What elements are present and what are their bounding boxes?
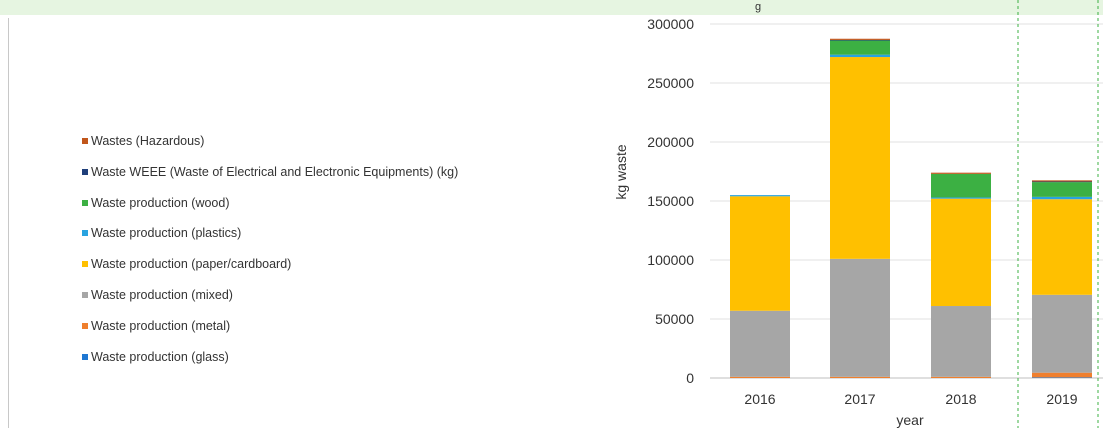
legend-swatch xyxy=(82,322,88,329)
bar-segment xyxy=(830,57,890,259)
legend-label: Waste production (mixed) xyxy=(91,288,233,302)
bar-segment xyxy=(1032,372,1092,378)
legend-item: Waste production (paper/cardboard) xyxy=(82,253,458,275)
bar-segment xyxy=(830,258,890,377)
legend-label: Waste production (glass) xyxy=(91,349,229,364)
bar-segment xyxy=(730,196,790,311)
bar-segment xyxy=(1032,180,1092,182)
legend-item: Waste WEEE (Waste of Electrical and Elec… xyxy=(82,161,458,183)
bar-segment xyxy=(830,40,890,55)
bar-segment xyxy=(931,306,991,377)
bar-segment xyxy=(830,38,890,40)
legend-item: Wastes (Hazardous) xyxy=(82,130,458,152)
bar-segment xyxy=(830,39,890,41)
bar-segment xyxy=(1032,181,1092,183)
y-axis-title: kg waste xyxy=(613,144,629,199)
bar-segment xyxy=(730,310,790,377)
legend-label: Waste WEEE (Waste of Electrical and Elec… xyxy=(91,164,459,179)
x-tick-label: 2016 xyxy=(744,391,775,407)
legend-swatch xyxy=(82,168,88,175)
legend-swatch xyxy=(82,353,88,360)
bar-segment xyxy=(931,197,991,199)
bar-segment xyxy=(1032,182,1092,197)
y-tick-label: 250000 xyxy=(647,75,694,91)
left-divider xyxy=(8,18,9,428)
bar-segment xyxy=(1032,196,1092,200)
legend-swatch xyxy=(82,292,88,298)
legend-label: Waste production (wood) xyxy=(91,195,230,210)
header-text: g xyxy=(755,1,762,13)
y-tick-label: 300000 xyxy=(647,16,694,32)
legend-label: Waste production (metal) xyxy=(91,318,231,333)
y-tick-label: 150000 xyxy=(647,193,694,209)
legend: Wastes (Hazardous) Waste WEEE (Waste of E… xyxy=(82,130,458,376)
x-tick-label: 2018 xyxy=(945,391,976,407)
bar-segment xyxy=(931,198,991,307)
x-axis-title: year xyxy=(896,412,924,428)
bar-segment xyxy=(1032,377,1092,378)
legend-swatch xyxy=(82,199,88,206)
bar-segment xyxy=(931,376,991,378)
bar-segment xyxy=(1032,294,1092,373)
bar-segment xyxy=(830,376,890,378)
bar-segment xyxy=(730,376,790,378)
legend-item: Waste production (wood) xyxy=(82,192,458,214)
top-band: g xyxy=(0,0,1103,15)
bar-segment xyxy=(931,172,991,174)
legend-item: Waste production (metal) xyxy=(82,315,458,337)
legend-item: Waste production (plastics) xyxy=(82,222,458,244)
legend-label: Wastes (Hazardous) xyxy=(91,134,205,149)
bar-segment xyxy=(931,173,991,198)
y-tick-label: 200000 xyxy=(647,134,694,150)
y-tick-label: 50000 xyxy=(655,311,694,327)
legend-item: Waste production (glass) xyxy=(82,345,458,367)
y-tick-label: 100000 xyxy=(647,252,694,268)
legend-swatch xyxy=(82,230,88,237)
y-tick-label: 0 xyxy=(686,370,694,386)
legend-label: Waste production (paper/cardboard) xyxy=(91,257,292,272)
legend-label: Waste production (plastics) xyxy=(91,226,242,241)
bar-segment xyxy=(730,195,790,197)
legend-swatch xyxy=(82,138,88,145)
legend-item: Waste production (mixed) xyxy=(82,284,458,306)
x-tick-label: 2019 xyxy=(1046,391,1077,407)
bar-segment xyxy=(1032,199,1092,295)
bar-segment xyxy=(830,54,890,58)
x-tick-label: 2017 xyxy=(844,391,875,407)
legend-swatch xyxy=(82,261,88,268)
